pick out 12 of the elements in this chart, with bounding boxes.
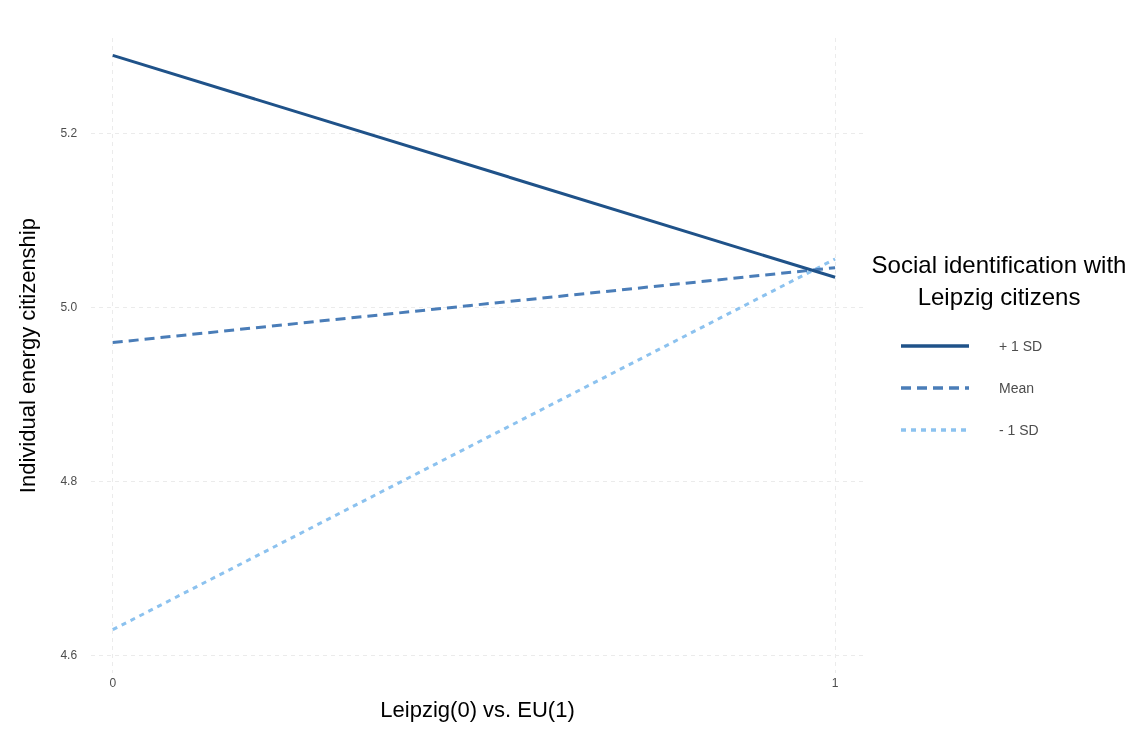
x-tick-label: 0 — [109, 675, 117, 690]
y-tick-label: 5.0 — [60, 300, 78, 315]
x-tick-label: 1 — [831, 675, 839, 690]
y-axis-title: Individual energy citizenship — [15, 218, 41, 494]
legend-label: Mean — [999, 380, 1035, 396]
y-tick-label: 4.6 — [60, 648, 78, 663]
legend-label: - 1 SD — [999, 422, 1039, 438]
x-axis-title: Leipzig(0) vs. EU(1) — [380, 696, 575, 722]
legend-title: Social identification with Leipzig citizens — [870, 250, 1128, 312]
legend-label: + 1 SD — [999, 338, 1043, 354]
y-tick-label: 4.8 — [60, 474, 78, 489]
y-tick-label: 5.2 — [60, 126, 78, 141]
